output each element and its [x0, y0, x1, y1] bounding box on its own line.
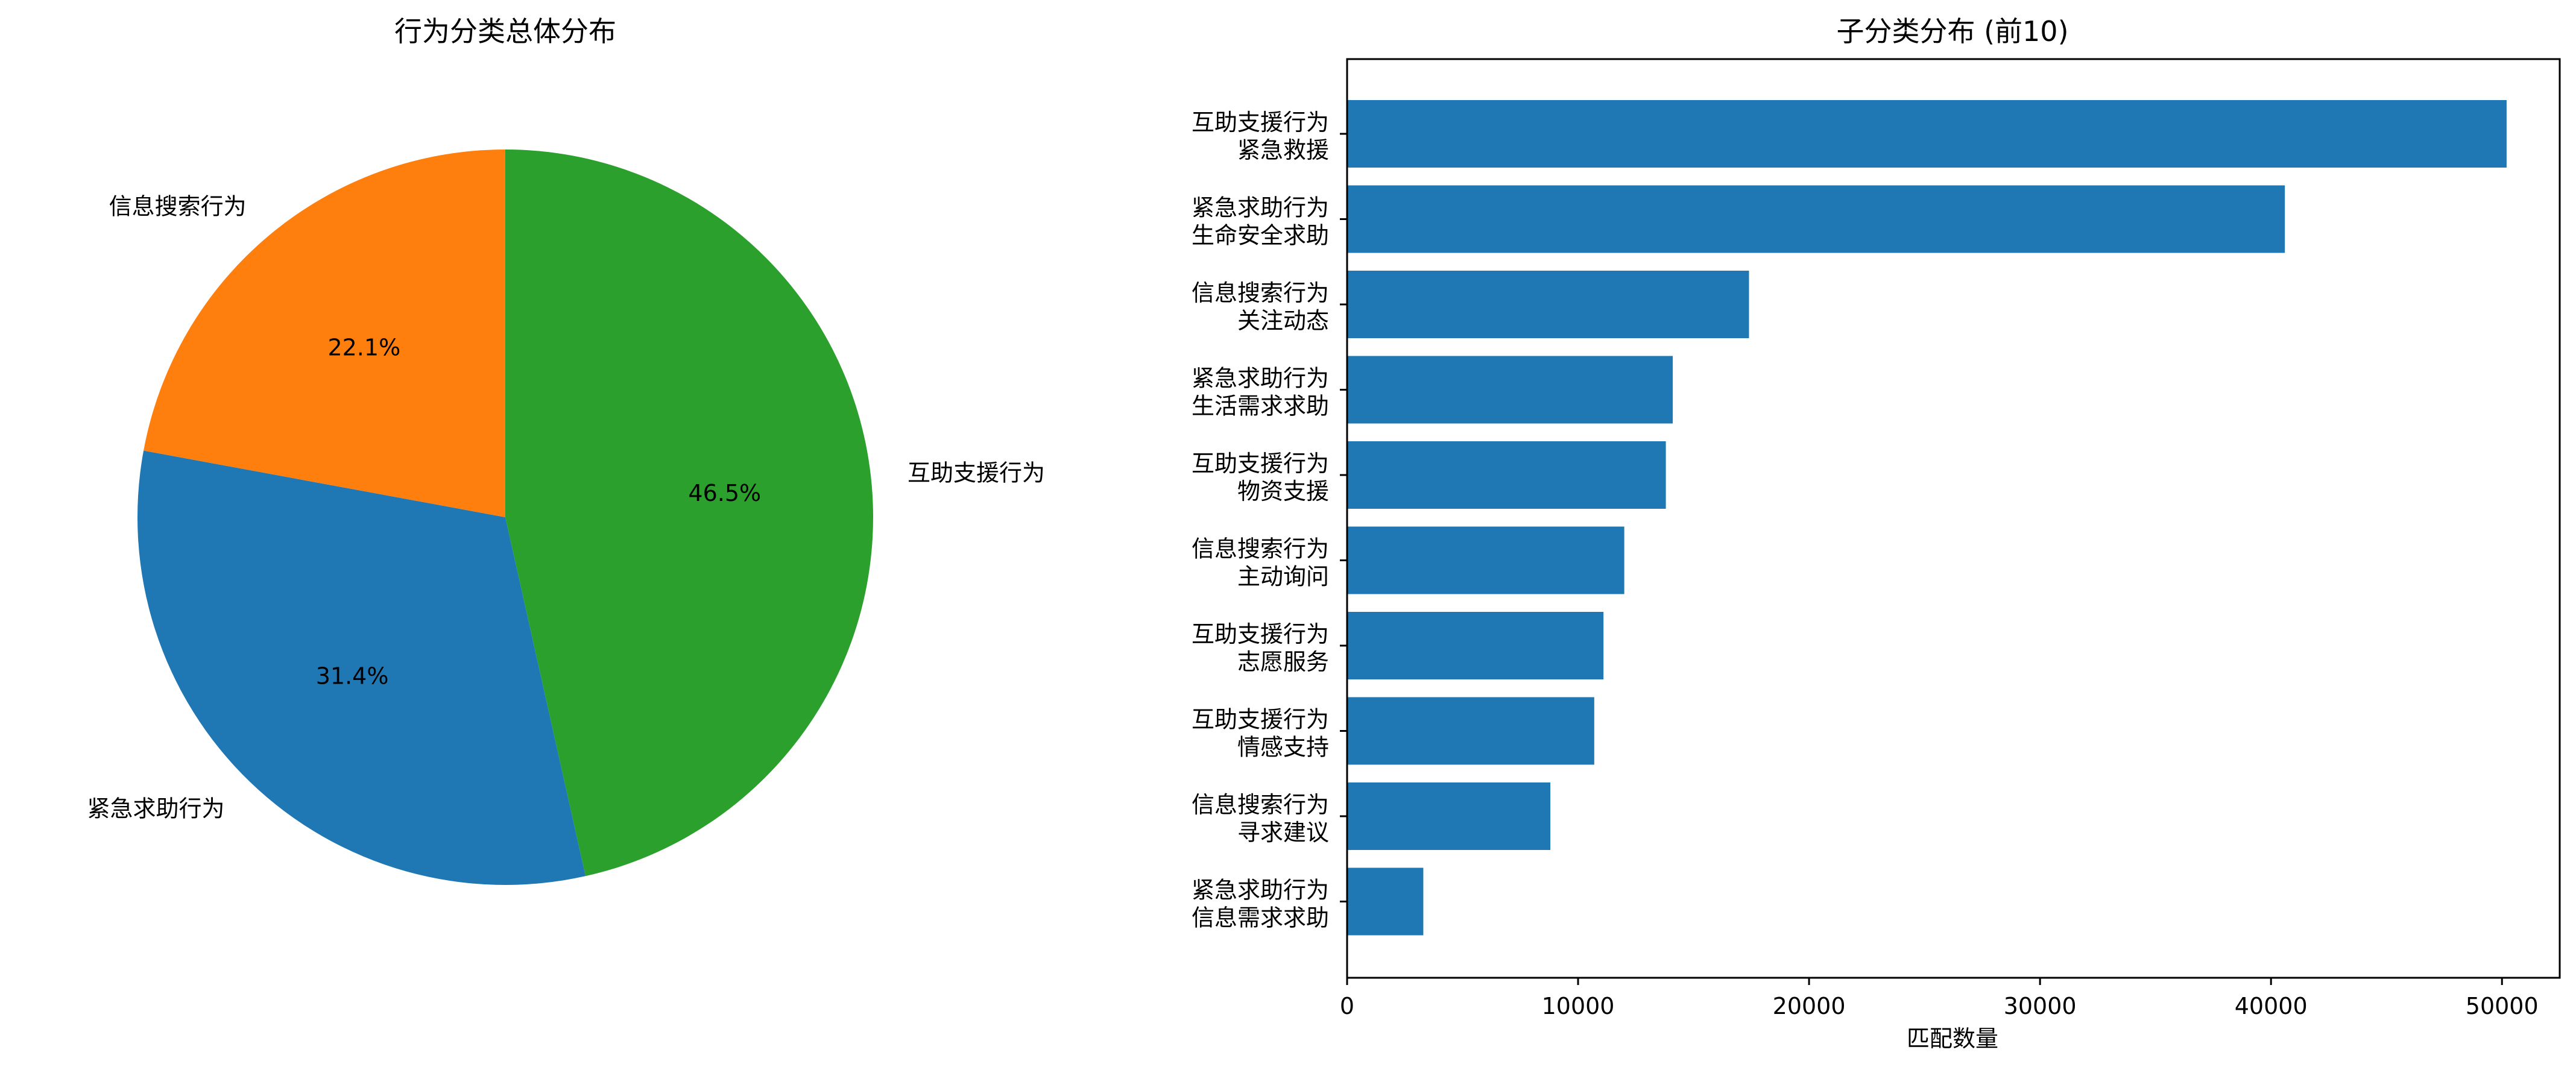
y-tick-label: 生活需求求助: [1192, 393, 1329, 420]
y-tick-label: 信息需求求助: [1192, 905, 1329, 931]
x-tick-label: 30000: [2004, 993, 2077, 1019]
x-tick-label: 50000: [2466, 993, 2539, 1019]
x-tick-label: 0: [1340, 993, 1354, 1019]
bar-chart: 子分类分布 (前10) 互助支援行为紧急救援紧急求助行为生命安全求助信息搜索行为…: [1192, 15, 2561, 1052]
bar: [1347, 782, 1551, 850]
y-tick-label: 关注动态: [1237, 307, 1329, 334]
y-tick-label: 互助支援行为: [1192, 621, 1329, 647]
y-tick-label: 寻求建议: [1237, 819, 1329, 846]
x-tick-label: 10000: [1542, 993, 1615, 1019]
x-axis-ticks: 0 10000 20000 30000 40000 50000: [1340, 978, 2539, 1019]
bar: [1347, 356, 1673, 424]
bar: [1347, 100, 2507, 168]
pie-slice: [137, 450, 586, 885]
y-tick-label: 情感支持: [1237, 734, 1329, 761]
y-tick-label: 紧急求助行为: [1192, 365, 1329, 392]
bar: [1347, 185, 2285, 253]
pie-title: 行为分类总体分布: [394, 15, 616, 48]
y-tick-label: 互助支援行为: [1192, 450, 1329, 477]
pie-labels: 46.5% 互助支援行为 31.4% 紧急求助行为 22.1% 信息搜索行为: [87, 193, 1045, 822]
y-tick-label: 信息搜索行为: [1192, 792, 1329, 818]
y-tick-label: 互助支援行为: [1192, 109, 1329, 136]
bar-title: 子分类分布 (前10): [1836, 15, 2068, 48]
pie-percent-label: 22.1%: [327, 335, 400, 361]
pie-percent-label: 31.4%: [316, 663, 389, 690]
y-tick-label: 紧急求助行为: [1192, 877, 1329, 904]
pie-slice: [144, 150, 506, 517]
y-tick-label: 志愿服务: [1237, 649, 1329, 675]
pie-slice: [505, 150, 874, 877]
y-tick-label: 紧急求助行为: [1192, 195, 1329, 221]
y-tick-label: 互助支援行为: [1192, 707, 1329, 733]
bar: [1347, 526, 1624, 594]
y-tick-label: 信息搜索行为: [1192, 536, 1329, 562]
bar: [1347, 612, 1604, 679]
y-axis-ticks: 互助支援行为紧急救援紧急求助行为生命安全求助信息搜索行为关注动态紧急求助行为生活…: [1192, 109, 1347, 931]
pie-slices: [137, 150, 874, 885]
plot-frame: [1346, 58, 2561, 979]
y-tick-label: 紧急救援: [1237, 137, 1329, 163]
x-axis-label: 匹配数量: [1907, 1025, 1998, 1052]
x-tick-label: 40000: [2235, 993, 2308, 1019]
y-tick-label: 物资支援: [1237, 478, 1329, 505]
pie-category-label: 信息搜索行为: [109, 193, 247, 219]
pie-category-label: 紧急求助行为: [87, 795, 225, 822]
bar-series: [1347, 100, 2507, 936]
bar: [1347, 271, 1749, 338]
bar: [1347, 867, 1424, 936]
bar: [1347, 697, 1594, 765]
x-tick-label: 20000: [1773, 993, 1846, 1019]
y-tick-label: 生命安全求助: [1192, 222, 1329, 249]
bar: [1347, 441, 1666, 509]
pie-chart: 行为分类总体分布 46.5% 互助支援行为 31.4% 紧急求助行为 22.1% 信息搜索…: [87, 15, 1045, 885]
pie-percent-label: 46.5%: [688, 480, 761, 506]
y-tick-label: 信息搜索行为: [1192, 280, 1329, 306]
pie-category-label: 互助支援行为: [908, 459, 1045, 486]
y-tick-label: 主动询问: [1237, 564, 1329, 590]
